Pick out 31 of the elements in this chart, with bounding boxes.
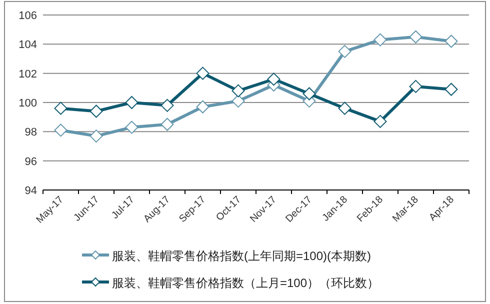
y-tick-label: 100	[18, 98, 37, 110]
point	[374, 114, 387, 128]
y-tick-label: 104	[18, 39, 37, 52]
point	[444, 34, 458, 48]
point	[302, 87, 316, 100]
point	[409, 30, 422, 44]
point	[54, 124, 68, 137]
y-tick-label: 96	[24, 156, 37, 168]
y-tick-label: 102	[18, 68, 37, 80]
point	[267, 72, 280, 86]
y-tick-label: 106	[18, 10, 37, 22]
point	[125, 120, 138, 134]
legend-label: 服装、鞋帽零售价格指数(上年同期=100)(本期数)	[112, 249, 372, 263]
point	[125, 96, 138, 109]
point	[409, 80, 422, 93]
point	[232, 84, 245, 98]
point	[160, 98, 174, 112]
y-tick-label: 98	[24, 126, 37, 139]
point	[90, 130, 103, 143]
point	[338, 44, 352, 58]
legend-label: 服装、鞋帽零售价格指数（上月=100）（环比数）	[112, 276, 380, 290]
point	[54, 102, 68, 115]
point	[232, 94, 245, 108]
point	[196, 100, 210, 114]
y-tick-label: 94	[24, 185, 37, 197]
point	[338, 102, 352, 115]
point	[160, 118, 174, 131]
point	[196, 66, 210, 80]
point	[374, 33, 387, 46]
point	[90, 104, 103, 118]
point	[444, 82, 458, 96]
